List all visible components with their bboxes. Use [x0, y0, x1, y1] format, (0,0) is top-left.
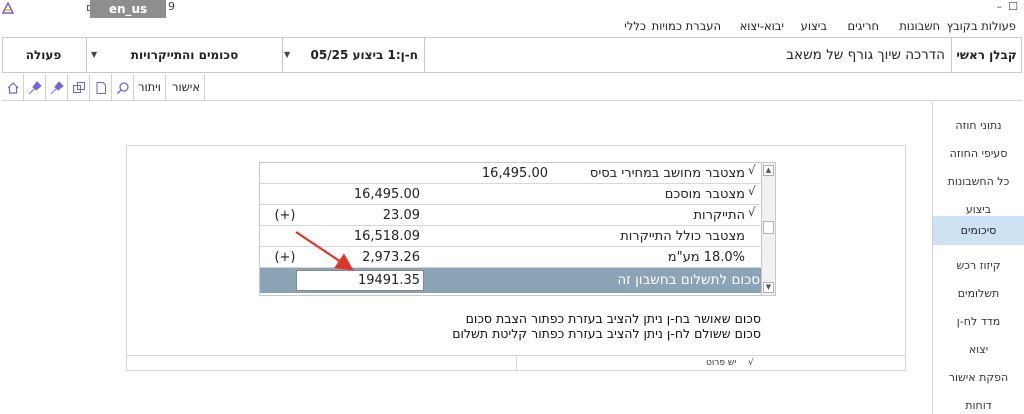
title-suffix: 9: [168, 0, 175, 13]
menu-accounts[interactable]: חשבונות: [899, 19, 940, 33]
sidebar-item-all-accounts[interactable]: כל החשבונות: [947, 175, 1010, 188]
payment-amount-input[interactable]: 19491.35: [296, 270, 424, 291]
minimize-icon[interactable]: –: [996, 0, 1003, 13]
section-dropdown-icon[interactable]: ▼: [91, 50, 98, 59]
row-label: מצטבר כולל התייקרות: [620, 229, 745, 244]
pin-icon[interactable]: [24, 74, 46, 101]
footer-divider: [516, 356, 517, 372]
total-row: סכום לתשלום בחשבון זה 19491.35: [260, 268, 775, 293]
execution-select[interactable]: ח-ן:1 ביצוע 05/25: [282, 38, 424, 72]
sidebar: נתוני חוזה סעיפי החוזה כל החשבונות ביצוע…: [932, 102, 1024, 414]
total-label: סכום לתשלום בחשבון זה: [617, 272, 760, 288]
language-badge[interactable]: en_us: [90, 0, 166, 18]
project-field[interactable]: הדרכה שיוך גורף של משאב: [424, 38, 951, 72]
row-value: 16,495.00: [481, 166, 548, 181]
menu-exceptions[interactable]: חריגים: [847, 19, 879, 33]
row-label: מצטבר מוסכם: [664, 187, 745, 202]
maximize-icon[interactable]: ☐: [1008, 0, 1018, 13]
row-checkmark: √: [748, 163, 756, 177]
sidebar-item-contract-data[interactable]: נתוני חוזה: [955, 119, 1002, 132]
document-icon[interactable]: [90, 74, 112, 101]
footer-label: יש פרוט: [706, 358, 737, 368]
copy-icon[interactable]: [68, 74, 90, 101]
sidebar-item-execution[interactable]: ביצוע: [965, 203, 992, 216]
toolbar: ויתור אישור: [2, 74, 1022, 101]
app-logo-icon: [2, 2, 14, 14]
summary-card: [126, 145, 906, 371]
row-label: 18.0% מע"מ: [667, 250, 745, 265]
table-row: 18.0% מע"מ 2,973.26 (+): [260, 247, 775, 268]
section-select[interactable]: סכומים והתייקרויות: [86, 38, 282, 72]
sidebar-item-export[interactable]: יצוא: [968, 343, 989, 356]
row-value: 16,518.09: [353, 229, 420, 244]
sidebar-item-issue-approval[interactable]: הפקת אישור: [948, 371, 1009, 384]
menu-bar: פעולות בקובץ חשבונות חריגים ביצוע יבוא-י…: [0, 19, 1024, 36]
add-button[interactable]: (+): [274, 208, 296, 223]
action-label: פעולה: [25, 48, 62, 62]
row-value: 2,973.26: [362, 250, 420, 265]
sidebar-item-reports[interactable]: דוחות: [965, 399, 992, 412]
sidebar-item-contract-sections[interactable]: סעיפי החוזה: [949, 147, 1008, 160]
scroll-up-icon[interactable]: ▲: [763, 165, 774, 176]
home-icon[interactable]: [2, 74, 24, 101]
pin-alt-icon[interactable]: [46, 74, 68, 101]
scroll-down-icon[interactable]: ▼: [763, 282, 774, 293]
row-checkmark: √: [748, 184, 756, 198]
row-checkmark: √: [748, 205, 756, 219]
note-approved-amount: סכום שאושר בח-ן ניתן להציב בעזרת כפתור ה…: [465, 311, 761, 326]
sidebar-item-index[interactable]: מדד לח-ן: [956, 315, 1001, 328]
menu-file-actions[interactable]: פעולות בקובץ: [946, 19, 1016, 33]
row-value: 16,495.00: [353, 187, 420, 202]
context-bar: קבלן ראשי הדרכה שיוך גורף של משאב ח-ן:1 …: [2, 37, 1022, 73]
scroll-thumb[interactable]: [763, 221, 774, 234]
menu-execution[interactable]: ביצוע: [800, 19, 827, 33]
search-icon[interactable]: [112, 74, 134, 101]
card-footer: יש פרוט √: [126, 355, 906, 372]
table-row: √ מצטבר מחושב במחירי בסיס 16,495.00: [260, 163, 775, 184]
menu-general[interactable]: כללי: [624, 19, 646, 33]
row-label: מצטבר מחושב במחירי בסיס: [589, 166, 745, 181]
table-row: √ מצטבר מוסכם 16,495.00: [260, 184, 775, 205]
grid-scrollbar[interactable]: ▲ ▼: [761, 163, 775, 295]
table-row: מצטבר כולל התייקרות 16,518.09: [260, 226, 775, 247]
sidebar-item-payments[interactable]: תשלומים: [957, 287, 1000, 300]
footer-checkmark[interactable]: √: [748, 358, 754, 368]
sidebar-item-summaries[interactable]: סיכומים: [933, 216, 1024, 245]
execution-dropdown-icon[interactable]: ▼: [284, 50, 291, 59]
row-value: 23.09: [382, 208, 420, 223]
approve-button[interactable]: אישור: [168, 74, 206, 101]
menu-import-export[interactable]: יבוא-יצוא: [739, 19, 784, 33]
contractor-field[interactable]: קבלן ראשי: [951, 38, 1021, 72]
summary-grid: √ מצטבר מחושב במחירי בסיס 16,495.00 √ מצ…: [259, 162, 776, 296]
sidebar-item-purchase-offset[interactable]: קיזוז רכש: [956, 259, 1001, 272]
cancel-button[interactable]: ויתור: [134, 74, 166, 101]
row-label: התייקרות: [693, 208, 746, 223]
menu-quantity-transfer[interactable]: העברת כמויות: [651, 19, 721, 33]
table-row: √ התייקרות 23.09 (+): [260, 205, 775, 226]
note-paid-amount: סכום ששולם לח-ן ניתן להציב בעזרת כפתור ק…: [452, 326, 761, 341]
title-bar: ת חלקיים וסופיים en_us 9 – ☐: [0, 0, 1024, 18]
add-button[interactable]: (+): [274, 250, 296, 265]
